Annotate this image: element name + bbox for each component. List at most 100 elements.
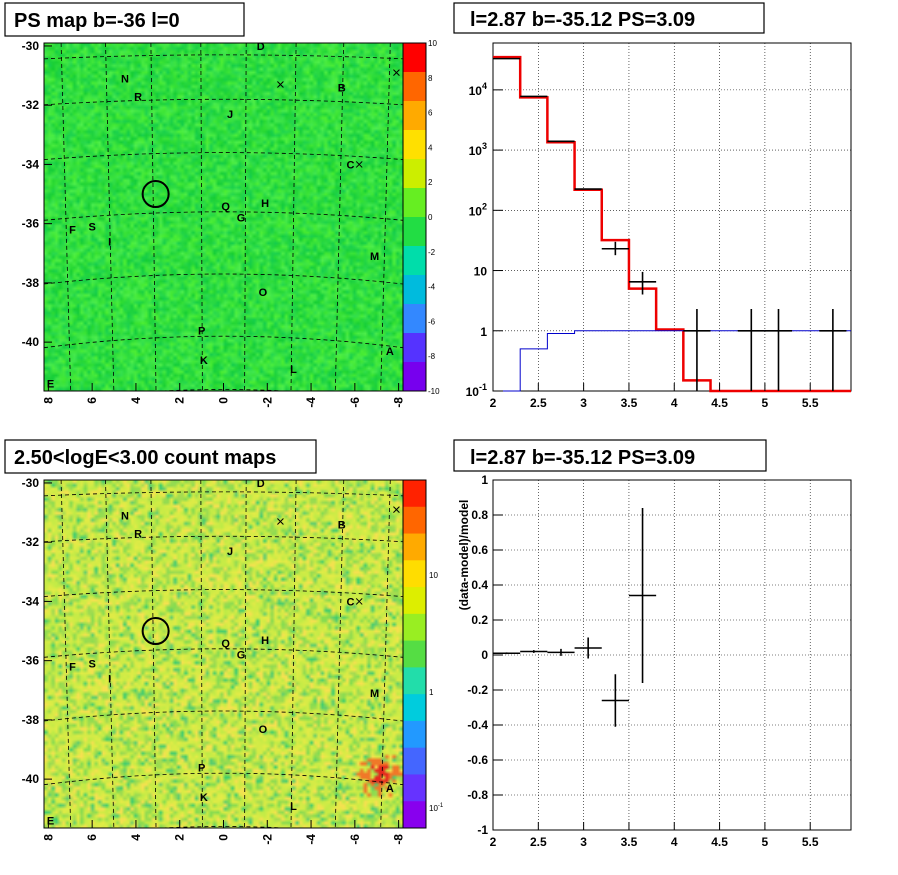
source-label-D: D	[257, 41, 265, 53]
source-label-H: H	[261, 635, 269, 647]
source-label-N: N	[121, 74, 129, 86]
colorbar-segment	[403, 694, 426, 722]
y-tick-label: -0.4	[467, 718, 488, 732]
x-tick-label: 4	[671, 396, 678, 410]
map-pixels	[44, 43, 403, 391]
y-tick-label: 0	[481, 648, 488, 662]
y-tick-label: -0.6	[467, 753, 488, 767]
y-tick-label: -40	[22, 772, 40, 786]
source-label-C: C	[346, 596, 354, 608]
source-label-K: K	[200, 792, 208, 804]
source-label-G: G	[237, 650, 246, 662]
count-colorbar: 10 1 10-1	[402, 479, 444, 829]
colorbar-tick-label: 0	[428, 213, 433, 222]
y-tick-label: 0.4	[471, 578, 488, 592]
x-tick-label: 4.5	[711, 396, 728, 410]
x-tick-label: 2.5	[530, 835, 547, 849]
grid-longitude-line	[200, 480, 203, 828]
x-tick-label: 5	[762, 396, 769, 410]
grid-latitude-line	[44, 98, 403, 106]
source-label-B: B	[338, 82, 346, 94]
source-label-P: P	[198, 325, 205, 337]
source-label-B: B	[338, 519, 346, 531]
colorbar-segment	[403, 217, 426, 247]
x-tick-label: 2	[173, 397, 187, 404]
source-label-L: L	[290, 364, 297, 376]
colorbar-segment	[403, 560, 426, 588]
spectrum-title: l=2.87 b=-35.12 PS=3.09	[470, 9, 695, 31]
source-label-Q: Q	[221, 201, 230, 213]
grid-longitude-line	[334, 480, 345, 828]
coordinate-grid	[44, 43, 403, 391]
colorbar-tick-label: 1	[429, 688, 434, 697]
colorbar-segment	[403, 613, 426, 642]
source-label-A: A	[386, 783, 394, 795]
source-label-S: S	[88, 222, 95, 234]
y-tick-label: -36	[22, 654, 40, 668]
source-label-R: R	[134, 91, 142, 103]
y-tick-label: -32	[22, 98, 40, 112]
x-tick-label: 3.5	[621, 396, 638, 410]
y-tick-label: 104	[469, 81, 487, 98]
source-label-E: E	[47, 816, 54, 828]
grid-longitude-line	[60, 43, 72, 391]
y-tick-label: 10	[474, 265, 488, 279]
colorbar-tick-label: 10	[429, 571, 438, 580]
coordinate-grid	[44, 480, 403, 828]
plot-frame	[492, 479, 852, 831]
cross-marker	[393, 69, 400, 76]
x-tick-label: 3	[580, 835, 587, 849]
grid-longitude-line	[105, 480, 115, 828]
colorbar-tick-label: 2	[428, 178, 433, 187]
count-map-title-box: 2.50<logE<3.00 count maps	[4, 439, 317, 474]
colorbar-frame	[402, 479, 427, 829]
x-tick-label: 5.5	[802, 835, 819, 849]
grid-longitude-line	[290, 43, 297, 391]
x-tick-label: 5.5	[802, 396, 819, 410]
colorbar-tick-label: -8	[428, 352, 436, 361]
residuals-title: l=2.87 b=-35.12 PS=3.09	[470, 447, 695, 469]
y-tick-label: -30	[22, 476, 40, 490]
colorbar-tick-label: 8	[428, 74, 433, 83]
y-tick-label: 0.8	[471, 508, 488, 522]
source-label-R: R	[134, 528, 142, 540]
x-tick-label: 0	[217, 397, 231, 404]
source-label-G: G	[237, 213, 246, 225]
x-tick-label: 4	[671, 835, 678, 849]
target-circle	[141, 617, 170, 646]
grid-latitude-line	[44, 535, 403, 543]
colorbar-segment	[403, 333, 426, 363]
y-tick-label: -32	[22, 535, 40, 549]
x-tick-label: 2.5	[530, 396, 547, 410]
colorbar-segment	[403, 506, 426, 535]
colorbar-segment	[403, 43, 426, 73]
x-tick-label: 5	[762, 835, 769, 849]
spectrum-title-box: l=2.87 b=-35.12 PS=3.09	[453, 2, 765, 34]
colorbar-segment	[403, 640, 426, 668]
x-tick-label: 3	[580, 396, 587, 410]
y-tick-label: 0.2	[471, 613, 488, 627]
x-tick-label: 4	[129, 397, 143, 404]
y-tick-label: -34	[22, 157, 40, 171]
colorbar-tick-label: -4	[428, 283, 436, 292]
colorbar-tick-label: -6	[428, 317, 436, 326]
colorbar-tick-label: 4	[428, 143, 433, 152]
grid-longitude-line	[244, 480, 247, 828]
colorbar-segment	[403, 362, 426, 392]
source-label-N: N	[121, 511, 129, 523]
spectrum-panel: 2 2.5 3 3.5 4 4.5 5 5.5 10-1 1 10 102 103 104	[466, 42, 852, 410]
source-label-F: F	[69, 662, 76, 674]
x-tick-label: -8	[392, 834, 406, 845]
x-tick-label: 6	[85, 834, 99, 841]
grid-longitude-line	[150, 480, 157, 828]
x-tick-label: 8	[41, 834, 55, 841]
grid-longitude-line	[380, 43, 391, 391]
y-tick-label: 1	[481, 473, 488, 487]
y-tick-label: -40	[22, 335, 40, 349]
map-pixels	[44, 480, 403, 828]
colorbar-frame	[402, 42, 427, 392]
x-tick-label: 6	[85, 397, 99, 404]
ps-colorbar: 10 8 6 4 2 0 -2 -4 -6 -8 -10	[402, 39, 440, 396]
